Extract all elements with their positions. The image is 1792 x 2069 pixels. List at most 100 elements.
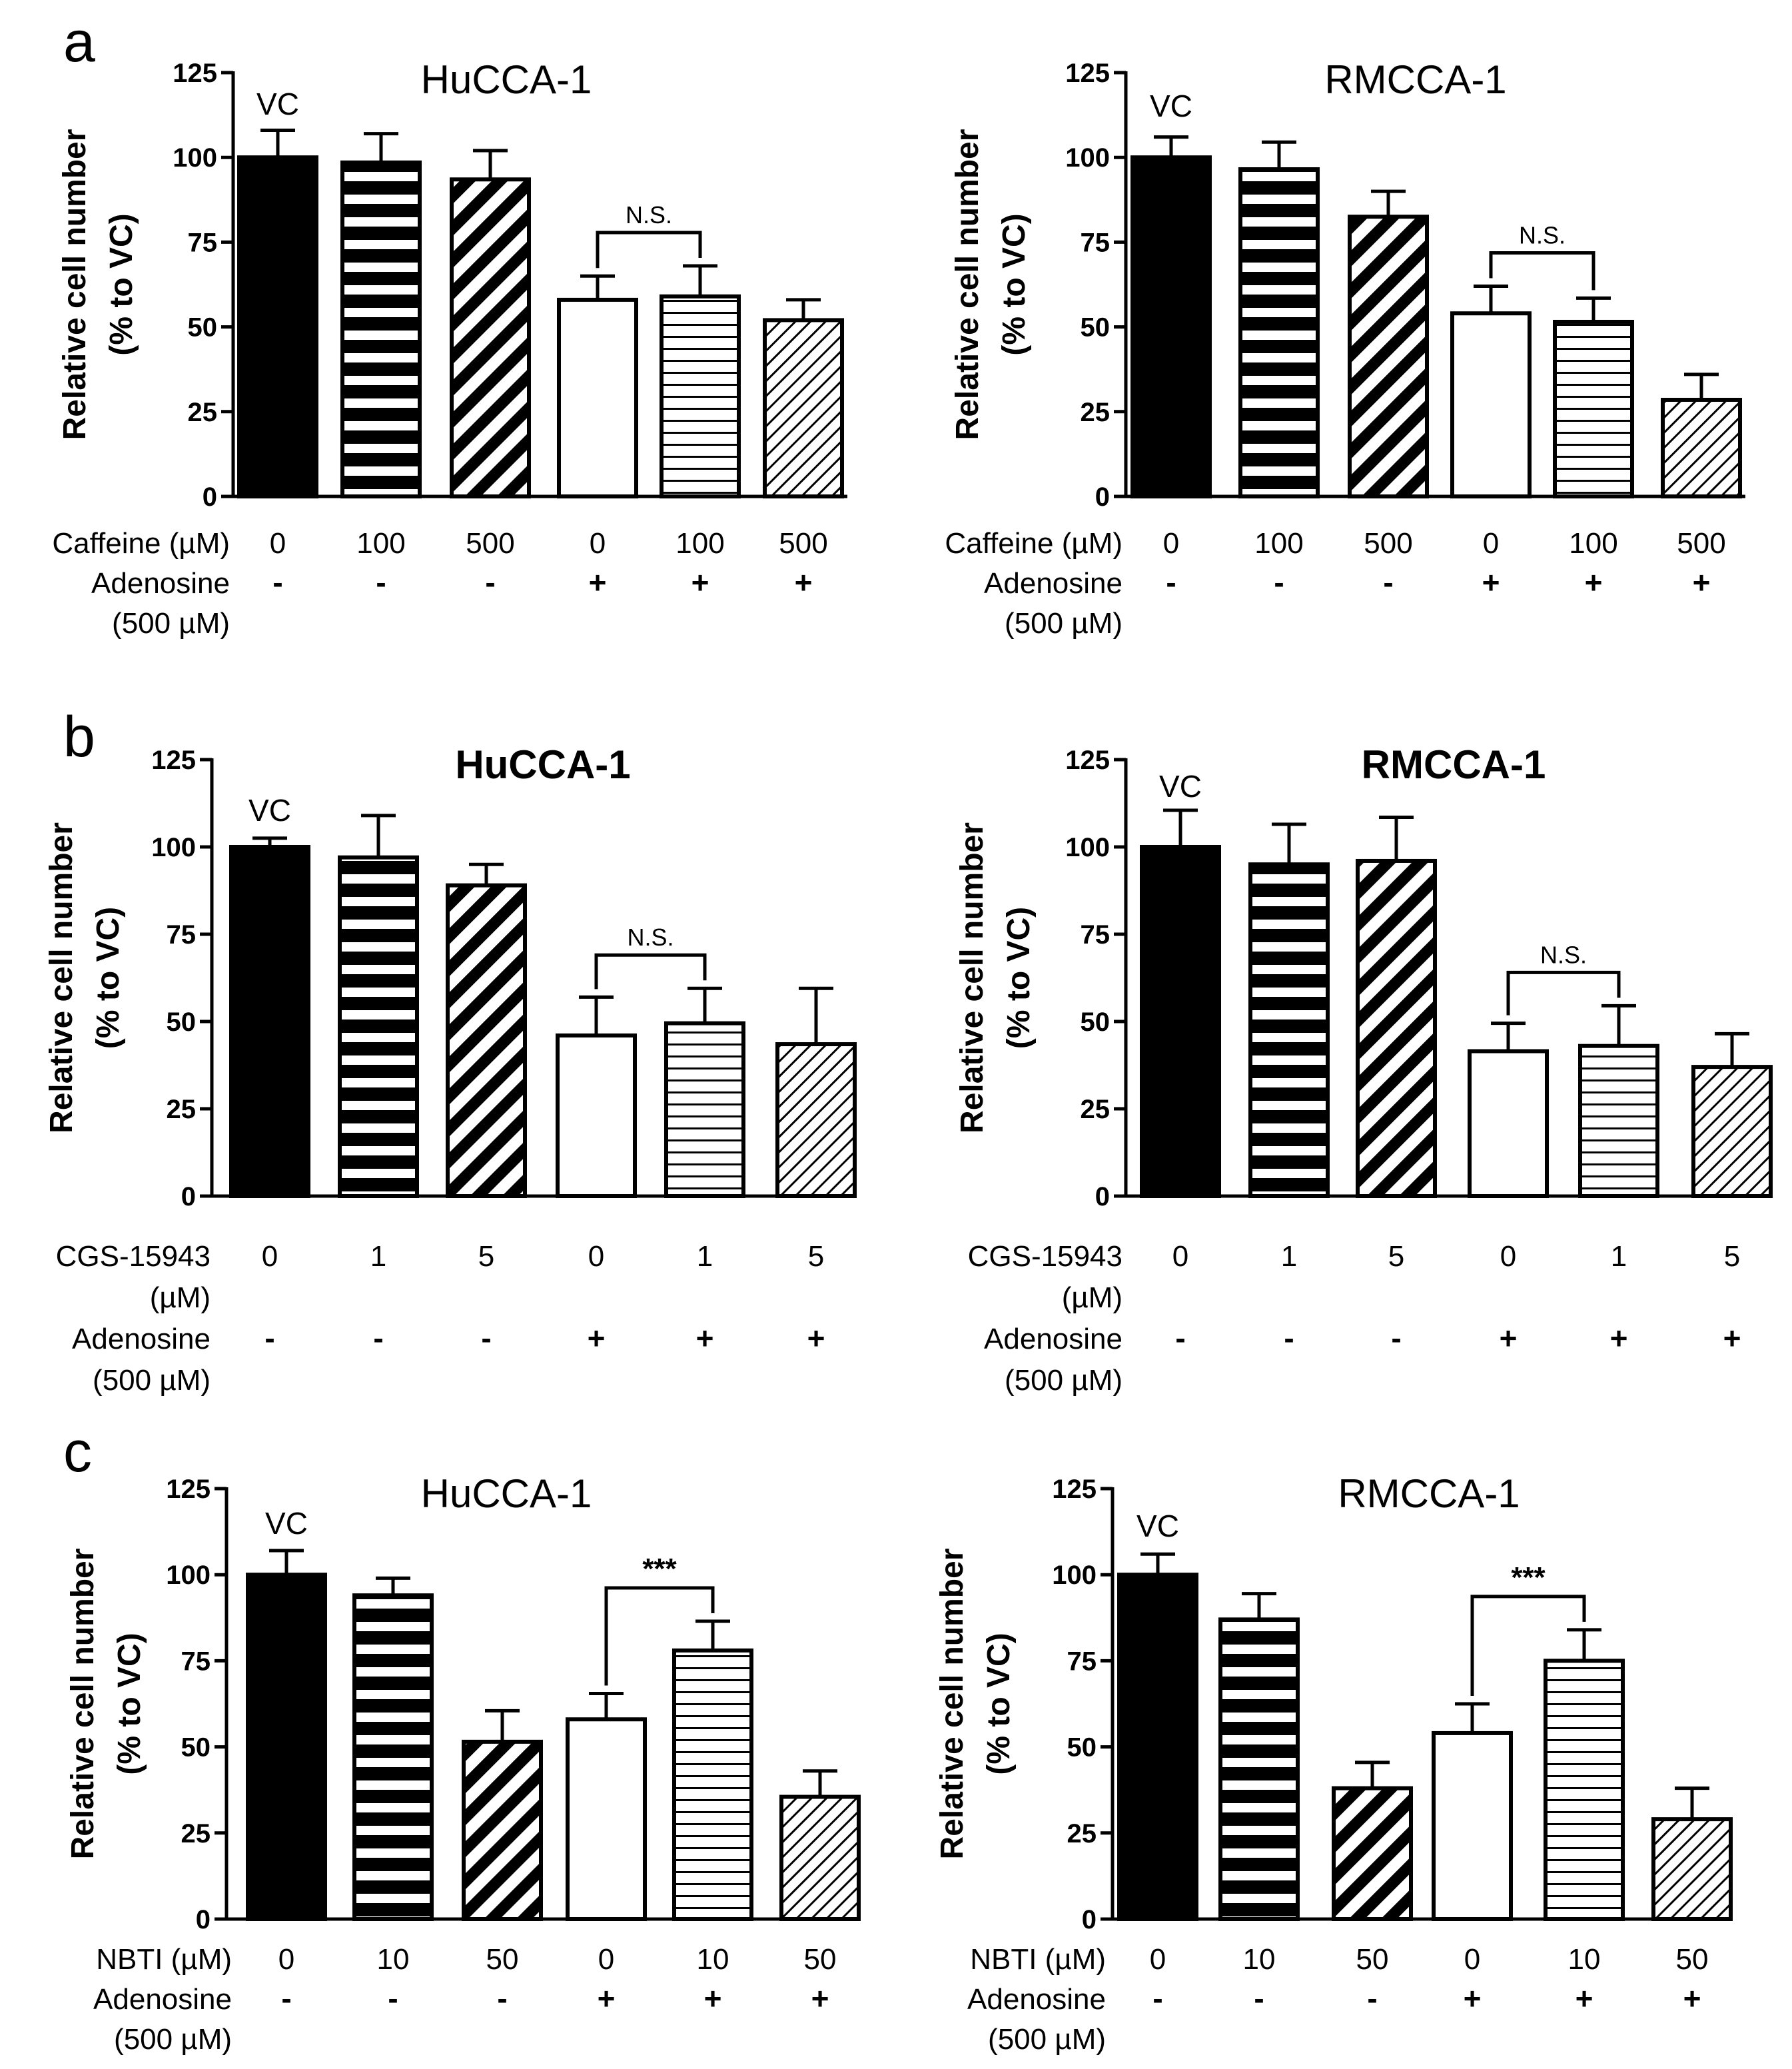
chart4-significance-bracket: [1506, 970, 1621, 1016]
chart1-row2-label-2: (500 µM): [112, 607, 230, 640]
chart1-row1-value: 0: [270, 527, 286, 560]
chart3-title: HuCCA-1: [455, 742, 630, 787]
chart1-row2-label: Adenosine: [91, 567, 230, 600]
chart6-row2-value: -: [1254, 1981, 1264, 2016]
chart6-y-tick-label: 0: [1082, 1905, 1097, 1934]
chart5-bar: [779, 1794, 861, 1921]
chart2-row2-label-2: (500 µM): [1005, 607, 1122, 640]
chart6-row1-label: NBTI (µM): [970, 1943, 1106, 1976]
chart2-bar: [1450, 311, 1532, 498]
chart6-row2-value: +: [1464, 1981, 1482, 2016]
chart4-row1-label-2: (µM): [1062, 1281, 1122, 1314]
chart6-bar: [1544, 1659, 1625, 1921]
chart1-y-axis-label-2: (% to VC): [104, 213, 139, 355]
chart2-y-tick-label: 25: [1081, 398, 1111, 427]
chart1-bar: [450, 177, 531, 498]
chart5-row1-value: 10: [377, 1943, 410, 1976]
chart5-bar: [352, 1593, 434, 1921]
chart6-row1-value: 10: [1568, 1943, 1601, 1976]
chart3-bar: [446, 883, 527, 1198]
chart1-vc-label: VC: [256, 87, 299, 121]
chart1-row1-value: 100: [356, 527, 405, 560]
chart3-row2-value: -: [373, 1321, 383, 1355]
chart6-row1-value: 0: [1150, 1943, 1166, 1976]
chart4-y-axis-label-2: (% to VC): [1001, 907, 1037, 1049]
chart2-y-tick-label: 100: [1065, 143, 1110, 173]
chart3-vc-label: VC: [248, 793, 291, 828]
chart1-y-tick-label: 125: [173, 59, 217, 88]
chart4-bar: [1468, 1049, 1549, 1199]
chart4-row2-value: -: [1284, 1321, 1294, 1355]
chart4-row2-value: -: [1175, 1321, 1185, 1355]
chart6-y-axis-label: Relative cell number: [935, 1549, 970, 1860]
chart4-title: RMCCA-1: [1362, 742, 1546, 787]
chart2-significance-bracket: [1489, 251, 1595, 291]
chart3-row2-label: Adenosine: [72, 1323, 211, 1355]
chart3-bar: [775, 1042, 857, 1199]
chart3-bar: [229, 845, 310, 1198]
chart6-row2-value: +: [1575, 1981, 1593, 2016]
chart6-row1-value: 50: [1676, 1943, 1709, 1976]
chart2-y-tick-label: 0: [1095, 482, 1110, 512]
chart6-y-axis-label-2: (% to VC): [981, 1633, 1017, 1774]
chart5-row1-value: 10: [697, 1943, 729, 1976]
chart5-row2-value: -: [497, 1981, 507, 2016]
chart1-y-tick-label: 75: [188, 228, 218, 257]
chart3-row1-label: CGS-15943: [56, 1240, 211, 1273]
panel-letter-c: c: [63, 1420, 92, 1484]
chart4-row1-value: 0: [1500, 1240, 1516, 1273]
chart1-title: HuCCA-1: [421, 57, 592, 102]
chart2-title: RMCCA-1: [1324, 57, 1506, 102]
chart5-y-tick-label: 25: [181, 1819, 211, 1848]
chart5-row1-value: 50: [804, 1943, 837, 1976]
chart5-row2-value: +: [811, 1981, 829, 2016]
chart3-y-tick-label: 50: [167, 1008, 197, 1037]
chart1-y-axis-label: Relative cell number: [57, 129, 93, 440]
chart4-bar: [1578, 1043, 1659, 1199]
chart1-row1-value: 100: [675, 527, 724, 560]
chart3-bar: [556, 1033, 637, 1198]
chart3-row2-value: -: [481, 1321, 491, 1355]
chart6-significance-label: ***: [1511, 1561, 1546, 1594]
chart2-row2-label: Adenosine: [984, 567, 1122, 600]
chart1-significance-bracket: [596, 231, 702, 269]
chart1-y-tick-label: 25: [188, 398, 218, 427]
chart3-y-tick-label: 125: [151, 746, 196, 775]
chart5-row2-label: Adenosine: [93, 1983, 232, 2016]
chart1-bar: [660, 294, 741, 498]
chart3-row2-value: +: [696, 1321, 714, 1355]
chart2-bar: [1130, 155, 1212, 498]
chart4-row1-value: 0: [1172, 1240, 1188, 1273]
chart1-row2-value: -: [376, 565, 386, 600]
chart5-row2-label-2: (500 µM): [114, 2023, 232, 2056]
chart5-vc-label: VC: [265, 1506, 308, 1541]
chart6-bar: [1432, 1730, 1513, 1921]
chart6-row2-value: +: [1683, 1981, 1701, 2016]
chart1-row2-value: -: [272, 565, 282, 600]
chart2-row1-value: 500: [1677, 527, 1725, 560]
chart6-y-tick-label: 25: [1067, 1819, 1097, 1848]
chart3-row2-value: -: [264, 1321, 274, 1355]
chart6-row1-value: 50: [1356, 1943, 1389, 1976]
chart3-y-tick-label: 25: [167, 1095, 197, 1124]
chart1-significance-label: N.S.: [626, 201, 672, 229]
chart2-row1-value: 100: [1569, 527, 1617, 560]
chart3-y-axis-label-2: (% to VC): [91, 907, 126, 1049]
chart1-row1-label: Caffeine (µM): [52, 527, 230, 560]
chart4-bar: [1248, 862, 1330, 1198]
chart5-bar: [462, 1739, 543, 1921]
chart3-significance-bracket: [594, 953, 707, 990]
panel-letter-a: a: [63, 10, 95, 74]
chart5-row2-value: +: [704, 1981, 722, 2016]
chart3-bar: [664, 1021, 745, 1198]
chart5-row2-value: -: [281, 1981, 291, 2016]
chart4-row2-value: +: [1500, 1321, 1518, 1355]
chart5-y-tick-label: 75: [181, 1647, 211, 1676]
chart1-row2-value: +: [691, 565, 709, 600]
chart5-title: HuCCA-1: [421, 1471, 592, 1516]
chart2-bar: [1238, 167, 1320, 498]
chart3-row2-value: +: [807, 1321, 825, 1355]
chart6-row2-value: -: [1367, 1981, 1377, 2016]
chart6-bar: [1117, 1573, 1198, 1921]
chart3-row1-value: 0: [588, 1240, 604, 1273]
